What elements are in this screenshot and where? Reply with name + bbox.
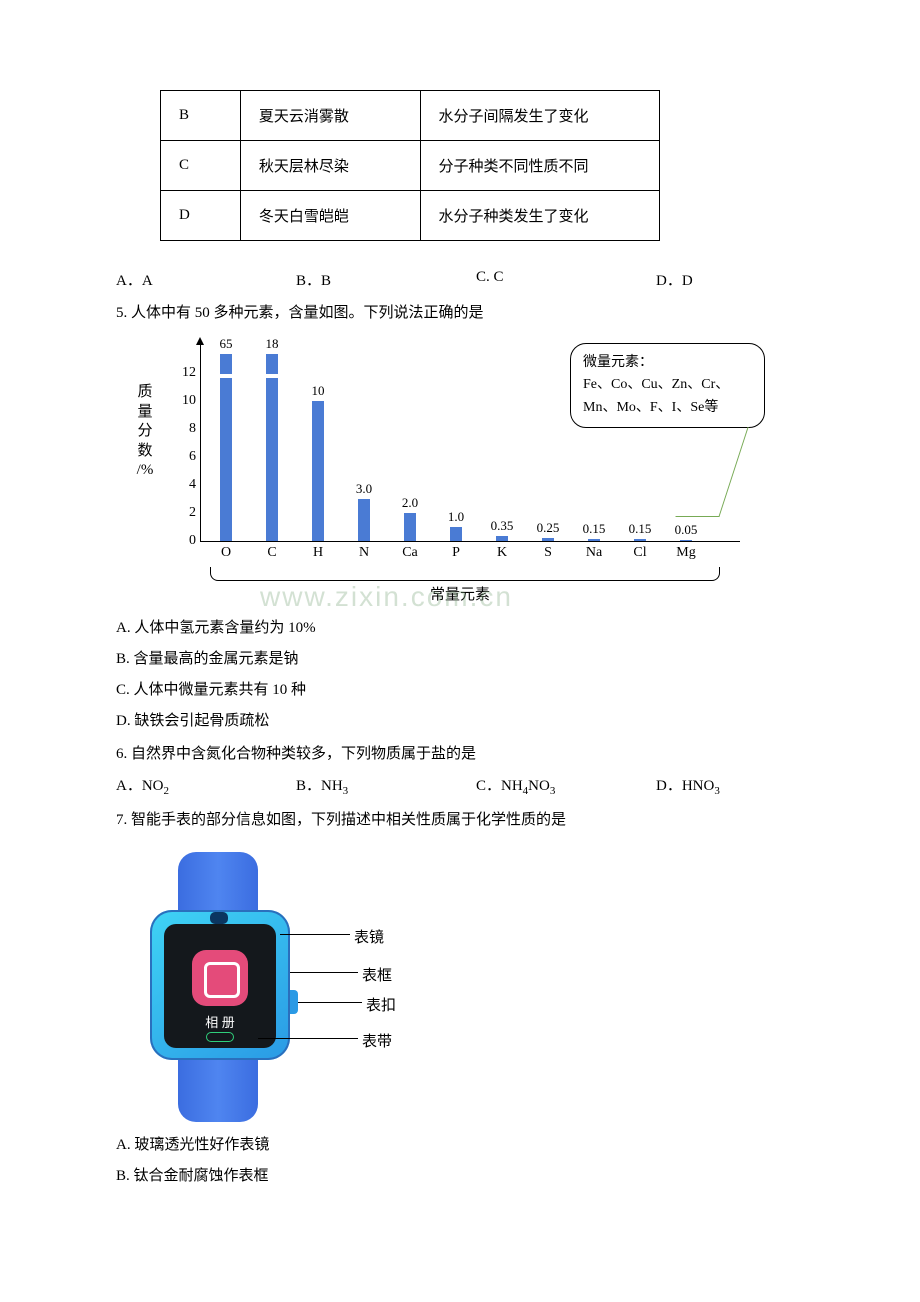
q5-opt-c: C. 人体中微量元素共有 10 种: [116, 677, 810, 704]
bar-value-label: 2.0: [402, 495, 418, 511]
x-tick-label: H: [313, 545, 323, 561]
bar: [450, 527, 462, 541]
y-tick: 6: [170, 449, 196, 465]
label-frame: 表框: [362, 964, 392, 985]
bar: [220, 354, 232, 541]
opt-c: C. C: [476, 269, 656, 290]
y-tick: 4: [170, 477, 196, 493]
bar-value-label: 65: [220, 336, 233, 352]
q7-opt-b: B. 钛合金耐腐蚀作表框: [116, 1163, 810, 1190]
opt-b: B．NH3: [296, 774, 476, 797]
q6-text: 6. 自然界中含氮化合物种类较多，下列物质属于盐的是: [116, 741, 810, 768]
y-tick: 2: [170, 505, 196, 521]
speech-bubble: 微量元素： Fe、Co、Cu、Zn、Cr、Mn、Mo、F、I、Se等: [570, 343, 765, 428]
bar: [588, 539, 600, 541]
x-tick-label: O: [221, 545, 231, 561]
bar: [312, 401, 324, 541]
bar-value-label: 0.05: [675, 522, 698, 538]
x-tick-label: S: [544, 545, 552, 561]
y-tick: 0: [170, 533, 196, 549]
x-tick-label: C: [267, 545, 276, 561]
opt-c: C．NH4NO3: [476, 774, 656, 797]
x-tick-label: Ca: [402, 545, 418, 561]
opt-d: D．HNO3: [656, 774, 720, 797]
watch-camera: [210, 912, 228, 924]
bar-value-label: 0.25: [537, 520, 560, 536]
x-axis: [200, 541, 740, 542]
brace-label: 常量元素: [430, 583, 490, 604]
cell-explain: 分子种类不同性质不同: [420, 141, 659, 191]
q4-options: A．A B．B C. C D．D: [116, 269, 810, 290]
x-tick-label: Mg: [676, 545, 695, 561]
lead-line: [258, 1038, 358, 1039]
lead-line: [290, 972, 358, 973]
label-buckle: 表扣: [366, 994, 396, 1015]
bar: [266, 354, 278, 541]
x-tick-label: P: [452, 545, 460, 561]
label-band: 表带: [362, 1030, 392, 1051]
x-tick-label: K: [497, 545, 507, 561]
table-row: D 冬天白雪皑皑 水分子种类发生了变化: [161, 191, 660, 241]
q5-opt-a: A. 人体中氢元素含量约为 10%: [116, 615, 810, 642]
q5-text: 5. 人体中有 50 多种元素，含量如图。下列说法正确的是: [116, 300, 810, 327]
q5-opt-d: D. 缺铁会引起骨质疏松: [116, 708, 810, 735]
opt-a: A．A: [116, 269, 296, 290]
speech-title: 微量元素：: [583, 352, 752, 374]
q6-options: A．NO2 B．NH3 C．NH4NO3 D．HNO3: [116, 774, 810, 797]
bar: [680, 540, 692, 541]
x-tick-label: Na: [586, 545, 602, 561]
bar-value-label: 18: [266, 336, 279, 352]
cell-phrase: 夏天云消雾散: [240, 91, 420, 141]
option-table: B 夏天云消雾散 水分子间隔发生了变化 C 秋天层林尽染 分子种类不同性质不同 …: [160, 90, 660, 241]
opt-b: B．B: [296, 269, 476, 290]
album-label: 相 册: [192, 1012, 248, 1031]
opt-d: D．D: [656, 269, 693, 290]
element-chart: 质量分数/% 微量元素： Fe、Co、Cu、Zn、Cr、Mn、Mo、F、I、Se…: [130, 341, 770, 601]
cell-explain: 水分子种类发生了变化: [420, 191, 659, 241]
opt-a: A．NO2: [116, 774, 296, 797]
bar-value-label: 10: [312, 383, 325, 399]
label-mirror: 表镜: [354, 926, 384, 947]
bar-value-label: 0.15: [583, 521, 606, 537]
cell-explain: 水分子间隔发生了变化: [420, 91, 659, 141]
q5-opt-b: B. 含量最高的金属元素是钠: [116, 646, 810, 673]
table-row: C 秋天层林尽染 分子种类不同性质不同: [161, 141, 660, 191]
bar-value-label: 1.0: [448, 509, 464, 525]
brace: [210, 567, 720, 581]
bar: [496, 536, 508, 541]
q7-text: 7. 智能手表的部分信息如图，下列描述中相关性质属于化学性质的是: [116, 807, 810, 834]
y-tick: 8: [170, 421, 196, 437]
speech-tail: [675, 427, 748, 517]
album-icon: [192, 950, 248, 1006]
y-axis-label: 质量分数/%: [130, 383, 160, 481]
cell-key: D: [161, 191, 241, 241]
x-tick-label: Cl: [633, 545, 646, 561]
y-tick: 12: [170, 365, 196, 381]
lead-line: [280, 934, 350, 935]
bar-value-label: 0.15: [629, 521, 652, 537]
bar-value-label: 3.0: [356, 481, 372, 497]
y-axis: [200, 341, 201, 541]
bar: [634, 539, 646, 541]
bar-value-label: 0.35: [491, 518, 514, 534]
cell-phrase: 秋天层林尽染: [240, 141, 420, 191]
bar: [358, 499, 370, 541]
home-button-icon: [206, 1032, 234, 1042]
lead-line: [298, 1002, 362, 1003]
q7-opt-a: A. 玻璃透光性好作表镜: [116, 1132, 810, 1159]
x-tick-label: N: [359, 545, 369, 561]
y-tick: 10: [170, 393, 196, 409]
cell-key: B: [161, 91, 241, 141]
table-row: B 夏天云消雾散 水分子间隔发生了变化: [161, 91, 660, 141]
bar: [542, 538, 554, 542]
cell-phrase: 冬天白雪皑皑: [240, 191, 420, 241]
smartwatch-figure: 相 册 表镜 表框 表扣 表带: [130, 852, 430, 1122]
cell-key: C: [161, 141, 241, 191]
side-button: [290, 990, 298, 1014]
bar: [404, 513, 416, 541]
speech-body: Fe、Co、Cu、Zn、Cr、Mn、Mo、F、I、Se等: [583, 374, 752, 419]
